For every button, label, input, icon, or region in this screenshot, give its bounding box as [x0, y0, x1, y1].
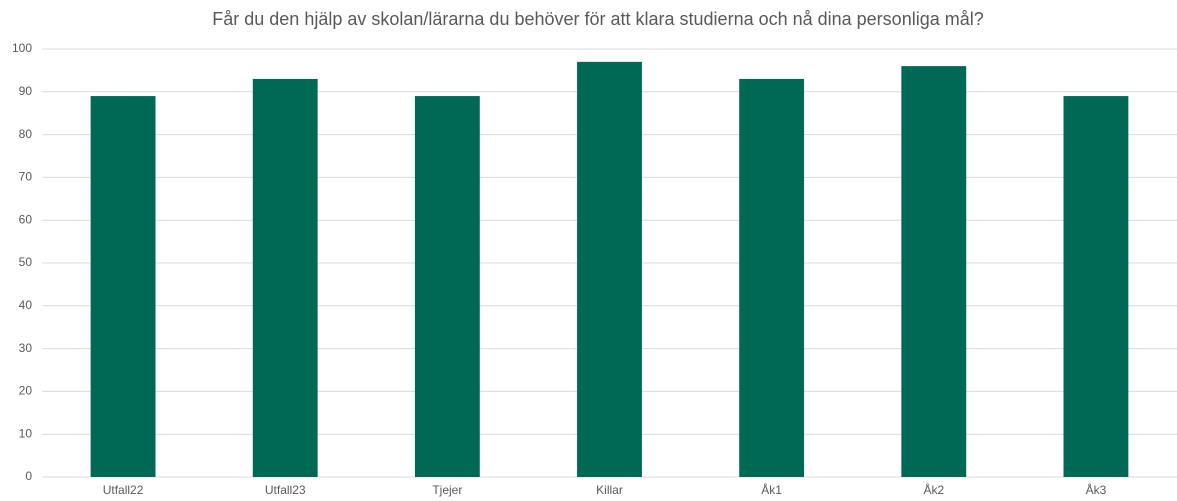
- x-tick-label: Åk2: [923, 482, 944, 497]
- y-tick-label: 80: [19, 127, 33, 141]
- y-tick-label: 50: [19, 255, 33, 269]
- bar: [739, 78, 805, 478]
- x-tick-label: Utfall22: [103, 483, 144, 497]
- y-tick-label: 20: [19, 384, 33, 398]
- bar: [1063, 96, 1129, 477]
- y-tick-label: 60: [19, 212, 33, 226]
- bar: [252, 78, 318, 478]
- y-tick-label: 40: [19, 298, 33, 312]
- x-tick-label: Åk1: [761, 482, 782, 497]
- y-tick-label: 70: [19, 170, 33, 184]
- x-tick-label: Killar: [596, 483, 623, 497]
- y-tick-label: 100: [12, 41, 32, 55]
- y-tick-label: 90: [19, 84, 33, 98]
- x-tick-label: Utfall23: [265, 483, 306, 497]
- chart-title: Får du den hjälp av skolan/lärarna du be…: [212, 9, 983, 29]
- bar: [90, 96, 156, 477]
- bar: [577, 61, 642, 478]
- x-tick-label: Tjejer: [432, 483, 462, 497]
- y-tick-label: 10: [19, 426, 33, 440]
- y-tick-label: 30: [19, 341, 33, 355]
- bar: [414, 96, 480, 477]
- y-tick-label: 0: [25, 469, 32, 483]
- bar: [901, 66, 967, 478]
- x-tick-label: Åk3: [1086, 482, 1107, 497]
